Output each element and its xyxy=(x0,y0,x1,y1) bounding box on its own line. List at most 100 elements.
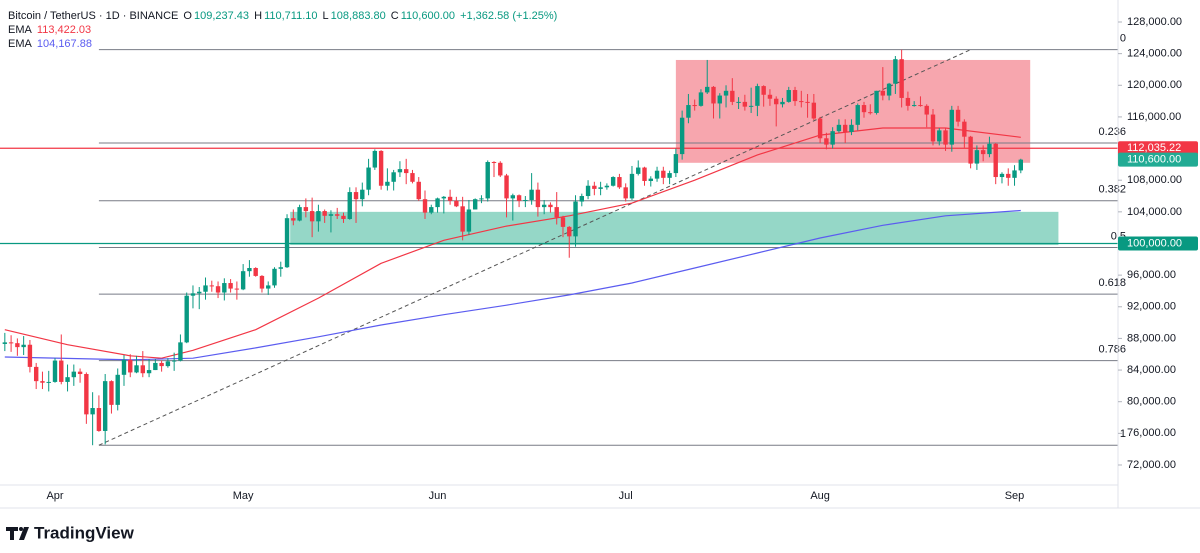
ohlc-key: C xyxy=(390,10,399,22)
candle-body xyxy=(541,204,547,208)
logo-text: TradingView xyxy=(34,523,135,542)
candle-body xyxy=(234,288,240,290)
candle-body xyxy=(77,371,83,375)
candle-body xyxy=(197,291,202,294)
candle-body xyxy=(65,377,70,382)
candle-body xyxy=(598,187,603,189)
y-tick-label: 80,000.00 xyxy=(1127,396,1176,408)
ema-value: 104,167.88 xyxy=(36,38,92,50)
candle-body xyxy=(165,361,171,367)
candle-body xyxy=(52,360,58,382)
ohlc-value: 109,237.43 xyxy=(193,10,250,22)
ohlc-value: 110,600.00 xyxy=(400,10,455,22)
candle-body xyxy=(767,94,773,99)
candle-body xyxy=(215,286,221,293)
candle-body xyxy=(924,105,929,115)
candle-body xyxy=(391,172,396,182)
candle-body xyxy=(1018,159,1023,171)
candle-body xyxy=(378,150,384,186)
y-tick-label: 128,000.00 xyxy=(1127,16,1182,28)
candle-body xyxy=(654,170,660,179)
fib-label: 0.618 xyxy=(1098,277,1126,289)
fib-label: 0.786 xyxy=(1098,343,1126,355)
price-tag-label: 110,600.00 xyxy=(1127,154,1181,166)
logo-icon xyxy=(19,527,29,540)
candle-body xyxy=(259,275,265,289)
candle-body xyxy=(454,200,459,207)
symbol: Bitcoin / TetherUS · 1D · BINANCE xyxy=(8,10,179,22)
candle-body xyxy=(748,105,754,107)
candle-body xyxy=(479,198,484,200)
candle-body xyxy=(617,177,622,188)
candle-body xyxy=(372,150,378,168)
price-tag-label: 100,000.00 xyxy=(1127,237,1182,249)
candle-body xyxy=(447,196,453,201)
x-tick-label: Jul xyxy=(619,490,633,502)
candle-body xyxy=(109,381,114,405)
candle-body xyxy=(830,131,835,145)
candle-body xyxy=(811,102,817,119)
candle-body xyxy=(893,59,898,84)
candle-body xyxy=(824,138,829,145)
candle-body xyxy=(203,285,208,292)
candle-body xyxy=(774,98,779,105)
candle-body xyxy=(842,124,848,132)
candle-body xyxy=(466,209,472,232)
candle-body xyxy=(554,207,559,218)
candle-body xyxy=(604,185,610,188)
candle-body xyxy=(159,362,164,367)
candle-body xyxy=(504,175,509,199)
candle-body xyxy=(516,195,522,201)
candle-body xyxy=(529,189,534,200)
candle-body xyxy=(416,181,421,200)
candle-body xyxy=(943,130,948,145)
candle-body xyxy=(240,271,246,290)
candle-body xyxy=(498,162,503,176)
candle-body xyxy=(560,217,566,227)
candle-body xyxy=(780,101,785,105)
candle-body xyxy=(309,211,315,222)
candle-body xyxy=(33,366,39,382)
candle-body xyxy=(422,199,428,213)
candle-body xyxy=(397,169,403,173)
candle-body xyxy=(510,195,516,199)
candle-body xyxy=(284,218,290,268)
y-tick-label: 88,000.00 xyxy=(1127,332,1176,344)
candle-body xyxy=(247,268,252,272)
candle-body xyxy=(886,83,892,96)
ohlc-value: 110,711.10 xyxy=(264,10,318,22)
candle-body xyxy=(717,95,722,104)
candle-body xyxy=(592,185,597,189)
ema-row: EMA 104,167.88 xyxy=(8,37,559,51)
candle-body xyxy=(523,199,528,201)
candle-body xyxy=(962,121,967,137)
candle-body xyxy=(27,344,33,367)
candle-body xyxy=(278,267,283,269)
candle-body xyxy=(171,360,177,362)
candle-body xyxy=(573,201,578,237)
candle-body xyxy=(686,105,691,118)
candle-body xyxy=(2,342,8,344)
candle-body xyxy=(128,359,133,373)
candle-body xyxy=(629,173,635,199)
price-tag-label: 112,035.22 xyxy=(1127,142,1181,154)
ohlc-key: H xyxy=(254,10,263,22)
candle-body xyxy=(71,371,77,378)
candle-body xyxy=(322,211,327,216)
y-tick-label: 96,000.00 xyxy=(1127,269,1176,281)
candle-body xyxy=(15,343,20,348)
candle-body xyxy=(228,283,233,289)
candle-body xyxy=(905,97,911,106)
candle-body xyxy=(711,86,716,104)
candle-body xyxy=(792,90,798,102)
y-tick-label: 116,000.00 xyxy=(1127,111,1181,123)
candle-body xyxy=(115,374,120,405)
candle-body xyxy=(705,86,710,93)
candle-body xyxy=(548,204,553,208)
x-tick-label: Aug xyxy=(810,490,830,502)
ohlc-key: L xyxy=(322,10,329,22)
candle-body xyxy=(642,167,647,181)
candle-body xyxy=(341,215,346,219)
